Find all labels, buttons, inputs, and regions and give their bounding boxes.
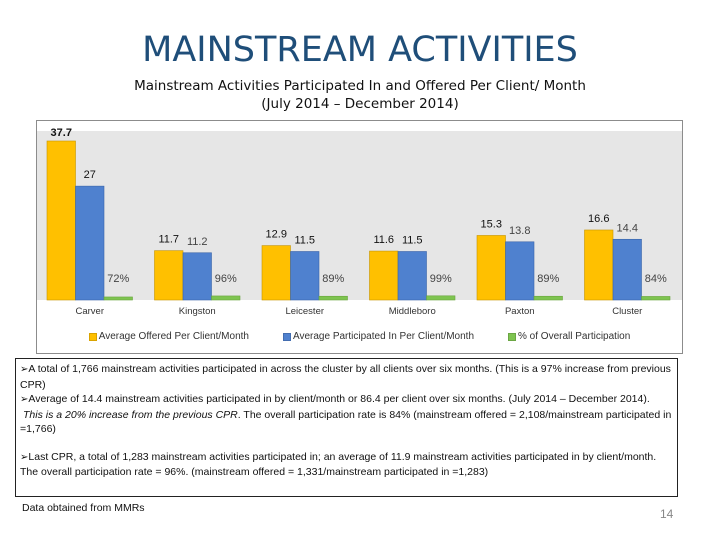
data-label: 13.8	[509, 225, 530, 237]
data-label: 11.6	[373, 234, 394, 246]
category-label: Carver	[75, 306, 104, 317]
chart-subtitle: Mainstream Activities Participated In an…	[134, 78, 586, 94]
data-label: 89%	[322, 273, 344, 285]
note-last-cpr: ➢Last CPR, a total of 1,283 mainstream a…	[20, 450, 673, 480]
note-total-activities: ➢A total of 1,766 mainstream activities …	[20, 362, 673, 392]
bar-participated-cluster	[612, 238, 642, 301]
note-italic-text: This is a 20% increase from the previous…	[23, 408, 238, 421]
data-label: 99%	[430, 273, 452, 285]
note-text: . The overall participation rate is 84% …	[20, 408, 672, 436]
bar-participated-middleboro	[397, 251, 427, 301]
note-text: Average of 14.4 mainstream activities pa…	[28, 393, 650, 405]
category-label: Kingston	[179, 306, 216, 317]
note-text: A total of 1,766 mainstream activities p…	[20, 363, 671, 391]
slide-title: MAINSTREAM ACTIVITIES	[142, 30, 578, 70]
bar-offered-cluster	[584, 229, 614, 301]
data-label: 12.9	[266, 229, 287, 241]
bar-offered-paxton	[476, 235, 506, 301]
chart-date-range: (July 2014 – December 2014)	[261, 96, 459, 112]
bar-chart: 37.7 27 72% Carver 11.7 11.2 96% Kingston 12.9 11…	[37, 127, 682, 317]
data-label: 14.4	[617, 222, 638, 234]
legend-swatch-participation-pct	[508, 332, 517, 341]
bar-participation-pct-kingston	[211, 295, 241, 301]
note-text: Last CPR, a total of 1,283 mainstream ac…	[20, 450, 657, 479]
data-label: 37.7	[51, 127, 72, 139]
bar-participated-carver	[75, 185, 105, 301]
bar-participation-pct-paxton	[533, 295, 563, 301]
bar-participated-paxton	[505, 241, 535, 301]
bar-participation-pct-middleboro	[426, 295, 456, 301]
legend-item-offered: Average Offered Per Client/Month	[88, 331, 249, 342]
bar-participation-pct-carver	[103, 296, 133, 301]
bar-participated-leicester	[290, 251, 320, 301]
note-average-activities: ➢Average of 14.4 mainstream activities p…	[20, 392, 673, 437]
category-label: Paxton	[505, 306, 535, 317]
data-label: 27	[84, 169, 96, 181]
bar-offered-carver	[46, 140, 76, 301]
data-label: 89%	[537, 273, 559, 285]
arrow-bullet-icon: ➢	[20, 394, 29, 405]
plot-area	[37, 131, 682, 300]
legend-item-participated: Average Participated In Per Client/Month	[282, 331, 475, 342]
category-label: Middleboro	[389, 306, 436, 317]
bar-offered-middleboro	[369, 250, 399, 301]
arrow-bullet-icon: ➢	[20, 451, 29, 463]
notes-box: ➢A total of 1,766 mainstream activities …	[15, 358, 678, 497]
bar-offered-leicester	[261, 245, 291, 301]
data-label: 11.7	[158, 234, 179, 246]
data-label: 11.2	[187, 236, 208, 248]
data-label: 84%	[645, 273, 667, 285]
data-label: 96%	[215, 273, 237, 285]
bar-offered-kingston	[154, 250, 184, 301]
legend-swatch-participated	[282, 332, 291, 341]
data-label: 11.5	[402, 234, 423, 246]
category-label: Cluster	[612, 306, 642, 317]
legend-label-participation-pct: % of Overall Participation	[518, 331, 631, 342]
bar-participated-kingston	[182, 252, 212, 301]
legend-label-participated: Average Participated In Per Client/Month	[292, 331, 475, 342]
data-label: 11.5	[294, 234, 315, 246]
data-label: 72%	[107, 273, 129, 285]
page-number: 14	[660, 507, 674, 521]
bar-participation-pct-cluster	[641, 296, 671, 301]
legend-item-participation-pct: % of Overall Participation	[508, 331, 630, 342]
data-source-note: Data obtained from MMRs	[22, 502, 145, 514]
category-label: Leicester	[285, 306, 324, 317]
legend-label-offered: Average Offered Per Client/Month	[98, 331, 249, 342]
chart-legend: Average Offered Per Client/Month Average…	[36, 331, 683, 342]
bar-participation-pct-leicester	[318, 295, 348, 301]
data-label: 16.6	[588, 213, 609, 225]
data-label: 15.3	[481, 218, 502, 230]
legend-swatch-offered	[88, 332, 97, 341]
arrow-bullet-icon: ➢	[20, 364, 29, 375]
